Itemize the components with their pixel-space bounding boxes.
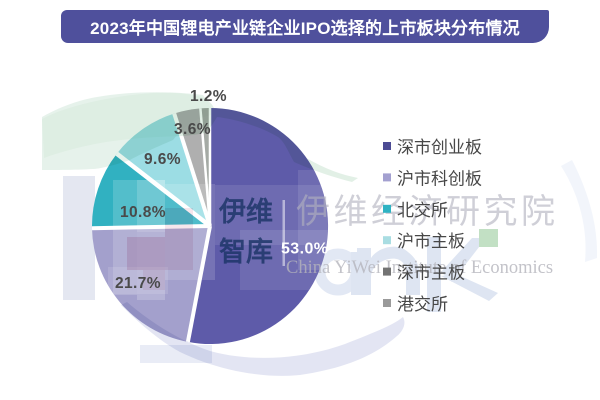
- svg-text:深市创业板: 深市创业板: [397, 138, 482, 157]
- svg-text:21.7%: 21.7%: [115, 275, 161, 292]
- svg-text:9.6%: 9.6%: [144, 151, 181, 168]
- svg-text:China YiWei Institute of Econo: China YiWei Institute of Economics: [286, 258, 553, 278]
- svg-text:沪市主板: 沪市主板: [397, 232, 465, 251]
- svg-text:53.0%: 53.0%: [281, 241, 328, 258]
- svg-text:伊维经济研究院: 伊维经济研究院: [296, 193, 559, 231]
- svg-text:港交所: 港交所: [397, 295, 448, 314]
- svg-text:北交所: 北交所: [397, 201, 448, 220]
- svg-text:深市主板: 深市主板: [397, 264, 465, 283]
- svg-text:伊维: 伊维: [218, 197, 273, 227]
- svg-text:10.8%: 10.8%: [120, 204, 166, 221]
- svg-text:智库: 智库: [219, 237, 273, 267]
- svg-text:1.2%: 1.2%: [190, 88, 227, 105]
- svg-text:3.6%: 3.6%: [174, 121, 211, 138]
- svg-text:沪市科创板: 沪市科创板: [397, 169, 482, 188]
